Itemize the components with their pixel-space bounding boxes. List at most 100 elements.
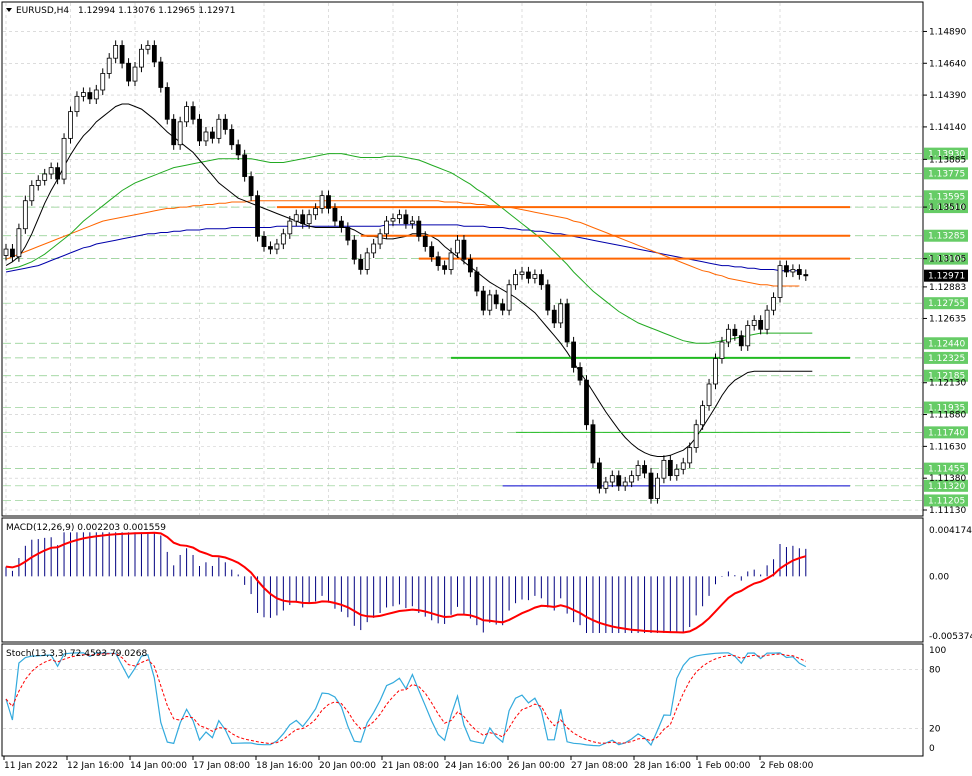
candle-body xyxy=(87,92,93,100)
candle-body xyxy=(629,475,635,483)
candle-body xyxy=(726,328,731,343)
candle-body xyxy=(790,269,796,273)
price-tick-label: 1.12130 xyxy=(929,379,966,389)
price-tag-box xyxy=(924,351,968,364)
date-tick-label: 18 Jan 16:00 xyxy=(256,761,313,771)
price-tag-label: 1.13285 xyxy=(928,232,965,242)
date-tick-label: 11 Jan 2022 xyxy=(4,761,58,771)
candle-body xyxy=(164,87,170,120)
price-tag-box xyxy=(924,369,968,382)
date-tick-label: 20 Jan 00:00 xyxy=(319,761,376,771)
macd-label: MACD(12,26,9) 0.002203 0.001559 xyxy=(6,523,166,533)
candle-body xyxy=(119,45,125,64)
date-tick-label: 24 Jan 16:00 xyxy=(445,761,502,771)
candle-body xyxy=(29,185,35,202)
price-tag-label: 1.11935 xyxy=(928,404,965,414)
candle-body xyxy=(158,61,164,88)
ma-slow-blue-line xyxy=(5,224,800,273)
price-tag-box xyxy=(924,337,968,350)
candle-body xyxy=(235,144,241,156)
candle-body xyxy=(113,45,119,59)
candle-body xyxy=(474,271,480,292)
candle-body xyxy=(693,424,699,449)
candle-body xyxy=(171,118,177,146)
candle-body xyxy=(326,195,331,209)
candle-body xyxy=(603,481,609,489)
price-tag-box xyxy=(924,297,968,310)
price-tag-box xyxy=(924,462,968,475)
price-tick-label: 1.14390 xyxy=(929,91,966,101)
price-tick-label: 1.12635 xyxy=(929,314,966,324)
price-tag-box xyxy=(924,494,968,507)
candle-body xyxy=(667,459,673,477)
price-tag-label: 1.12325 xyxy=(928,354,965,364)
candle-body xyxy=(526,271,531,279)
candle-body xyxy=(313,207,319,216)
price-tag-box xyxy=(924,426,968,439)
price-tick-label: 1.14140 xyxy=(929,123,966,133)
candle-body xyxy=(261,235,267,247)
date-axis: 11 Jan 2022 12 Jan 16:00 14 Jan 00:00 17 Ja… xyxy=(3,756,814,771)
candle-body xyxy=(403,214,409,225)
ma-mid-green-line xyxy=(5,153,813,344)
macd-panel-frame xyxy=(1,517,924,643)
stoch-panel-frame xyxy=(1,643,924,757)
candle-body xyxy=(338,220,344,228)
candle-body xyxy=(745,325,751,347)
candle-body xyxy=(674,468,680,477)
candle-body xyxy=(3,248,9,256)
price-axis: 1.14890 1.14640 1.14390 1.14140 1.13885 1.135… xyxy=(923,27,966,516)
macd-tick-label: 0.004174 xyxy=(929,526,972,536)
macd-signal-line xyxy=(5,531,807,634)
candle-body xyxy=(287,220,293,235)
candle-body xyxy=(577,367,583,381)
candle-body xyxy=(55,167,60,180)
candle-body xyxy=(216,118,222,139)
candle-body xyxy=(655,477,660,499)
instrument-label: EURUSD,H4 xyxy=(16,6,69,16)
candle-body xyxy=(751,319,757,326)
price-grid xyxy=(3,3,922,515)
candle-body xyxy=(796,269,802,275)
candle-body xyxy=(42,173,48,181)
candle-body xyxy=(10,248,15,258)
candle-body xyxy=(222,118,228,130)
candle-body xyxy=(661,459,667,479)
candle-body xyxy=(16,228,22,258)
candle-body xyxy=(345,227,351,241)
candle-body xyxy=(519,271,525,275)
price-tag-box xyxy=(924,229,968,242)
price-tick-label: 1.11630 xyxy=(929,442,966,452)
candle-body xyxy=(597,462,602,489)
candle-body xyxy=(416,220,422,237)
dropdown-triangle-icon[interactable] xyxy=(6,8,12,12)
candle-body xyxy=(151,45,157,63)
candle-body xyxy=(190,106,196,120)
candle-body xyxy=(738,335,744,347)
candle-body xyxy=(22,200,28,230)
candle-body xyxy=(390,218,396,222)
candle-body xyxy=(248,176,254,197)
candle-body xyxy=(229,129,235,146)
date-tick-label: 1 Feb 00:00 xyxy=(697,761,751,771)
stoch-signal-line xyxy=(5,653,807,745)
candle-body xyxy=(93,89,99,100)
candle-body xyxy=(351,239,357,260)
candle-body xyxy=(642,465,647,474)
price-tag-box xyxy=(924,167,968,180)
candle-body xyxy=(184,106,190,123)
price-tag-label: 1.13510 xyxy=(928,203,965,213)
candle-body xyxy=(139,48,144,68)
price-tag-box xyxy=(924,201,968,214)
candle-body xyxy=(590,424,596,464)
stoch-tick-label: 100 xyxy=(929,646,946,656)
candle-body xyxy=(132,66,138,82)
candle-body xyxy=(706,383,712,407)
candle-body xyxy=(106,57,112,74)
price-tag-box xyxy=(924,269,968,282)
price-tick-label: 1.13510 xyxy=(929,203,966,213)
candle-body xyxy=(126,62,131,82)
price-tag-label: 1.12440 xyxy=(928,339,965,349)
candle-body xyxy=(648,472,654,499)
